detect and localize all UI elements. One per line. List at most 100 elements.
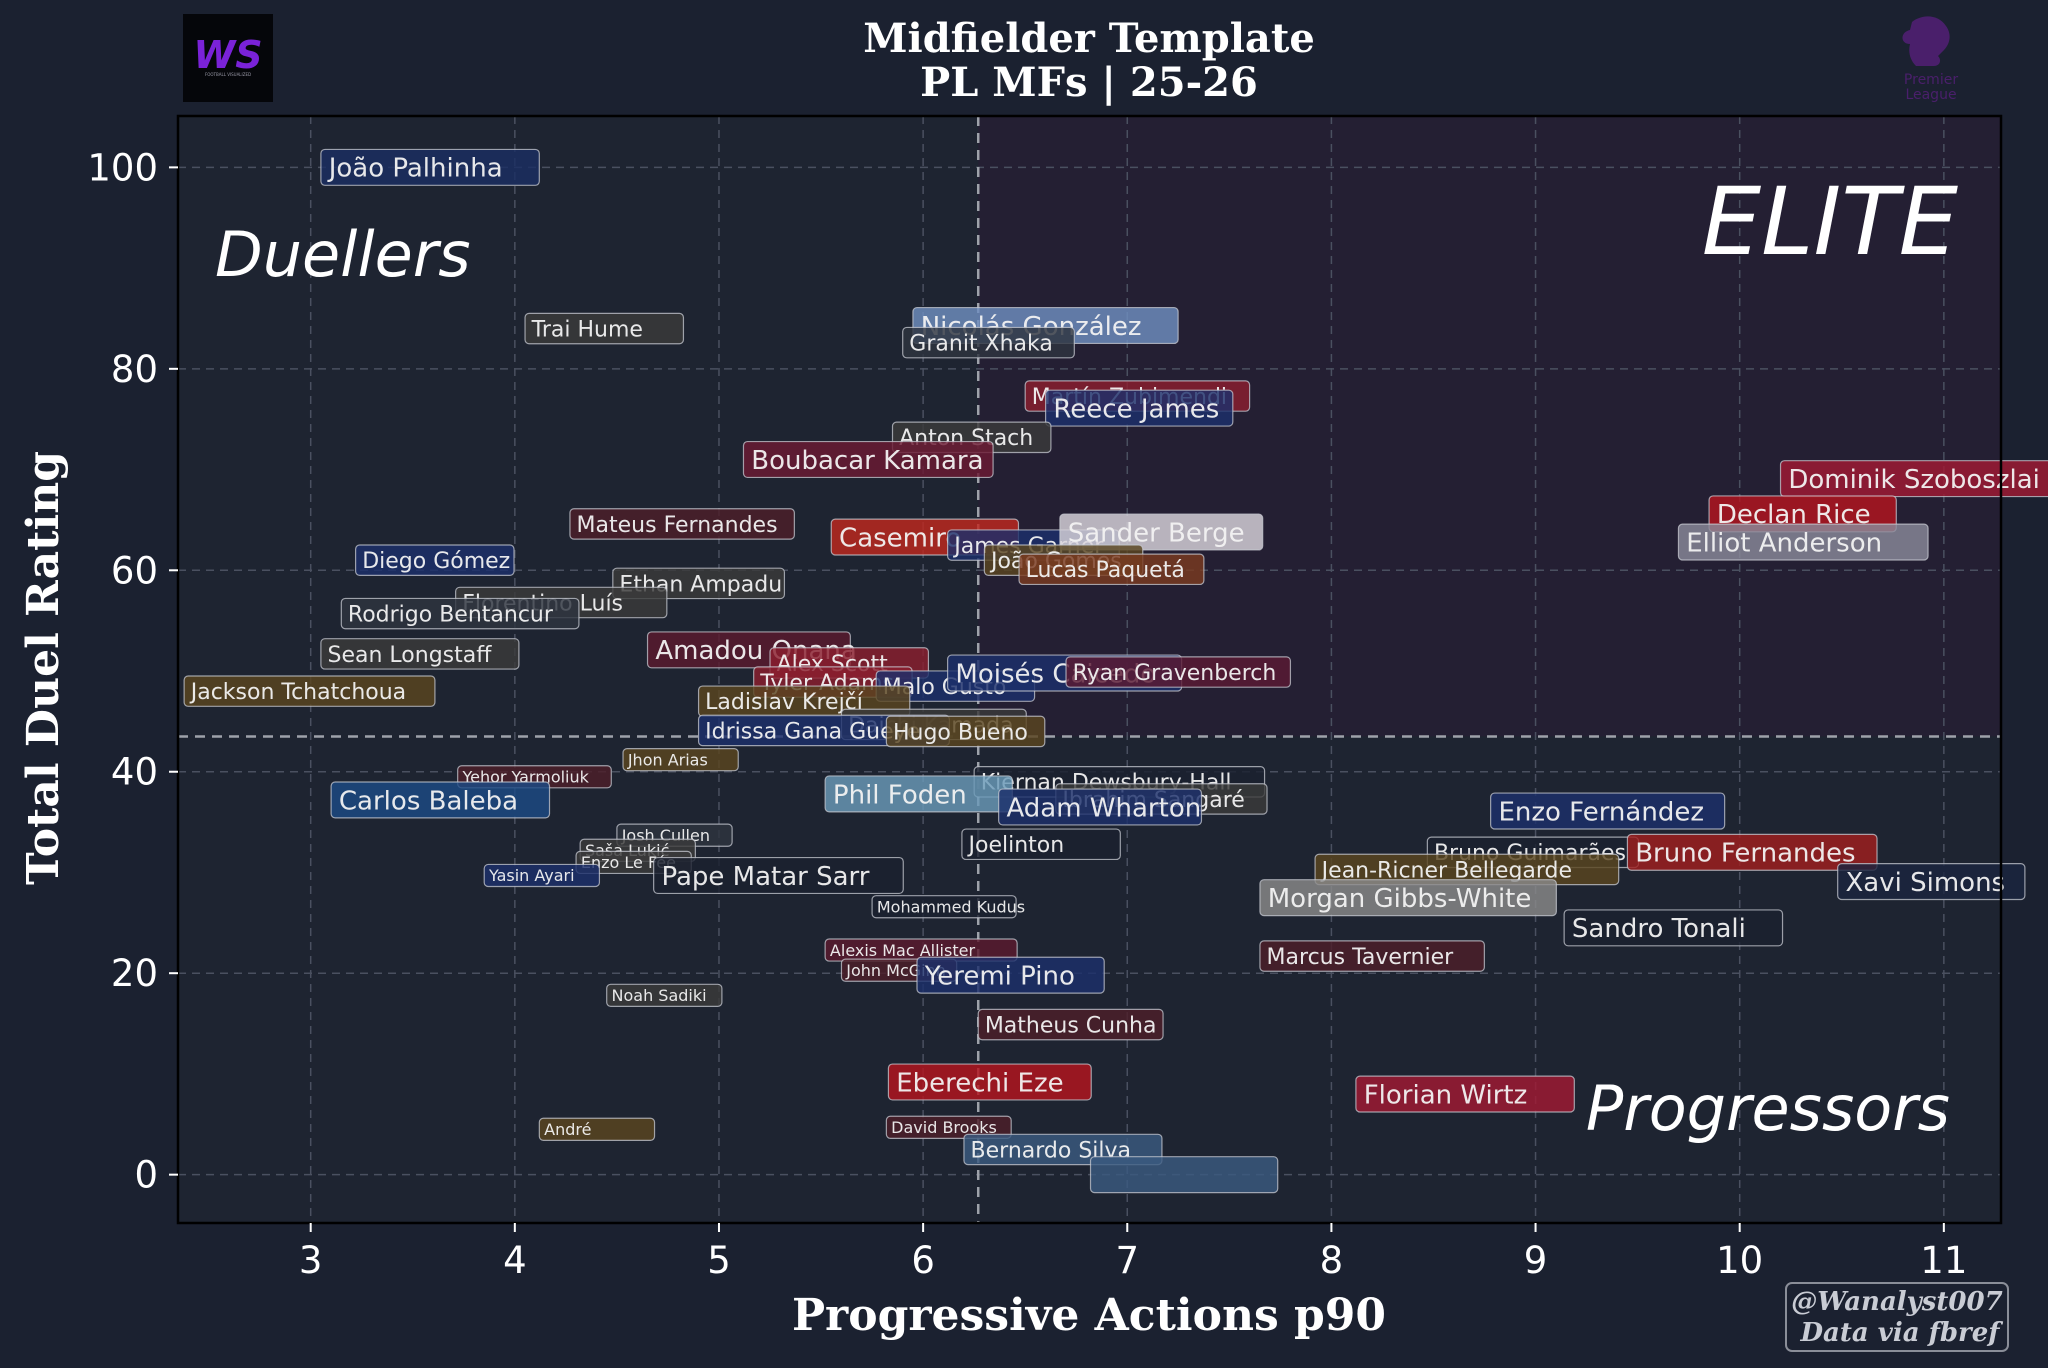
data-point-text: Diego Gómez — [362, 549, 510, 574]
data-point-label: Florian Wirtz — [1355, 1075, 1575, 1113]
data-point-text: Alexis Mac Allister — [830, 941, 976, 960]
data-point-label: Ryan Gravenberch — [1065, 656, 1292, 688]
x-tick-label: 8 — [1320, 1239, 1344, 1282]
data-point-text: Carlos Baleba — [339, 786, 518, 816]
data-point-label: Eberechi Eze — [887, 1063, 1092, 1101]
x-tick-label: 3 — [299, 1239, 323, 1282]
data-point-label: Jhon Arias — [622, 748, 739, 772]
data-point-text: Mohammed Kudus — [877, 897, 1025, 916]
data-point-box — [977, 1008, 1164, 1041]
data-point-text: Ryan Gravenberch — [1073, 661, 1277, 686]
data-point-label: Xavi Simons — [1837, 862, 2026, 901]
x-tick-label: 6 — [911, 1239, 935, 1282]
data-point-box — [1259, 940, 1485, 972]
data-point-box — [871, 895, 1017, 919]
data-point-box — [1779, 460, 2048, 498]
quadrant-label-duellers: Duellers — [215, 218, 471, 291]
x-tick-label: 11 — [1920, 1239, 1967, 1282]
data-point-text: Mateus Fernandes — [577, 513, 778, 538]
data-point-text: Pape Matar Sarr — [661, 862, 869, 892]
data-point-box — [902, 326, 1075, 359]
credit-author: @Wanalyst007 — [1791, 1287, 2002, 1317]
lion-crest-icon — [1902, 16, 1950, 66]
quadrant-label-progressors: Progressors — [1586, 1072, 1950, 1145]
data-point-text: Phil Foden — [833, 780, 967, 810]
x-axis-label: Progressive Actions p90 — [792, 1290, 1386, 1341]
y-tick-label: 60 — [111, 549, 158, 592]
x-tick-label: 9 — [1524, 1239, 1548, 1282]
data-point-label: Yeremi Pino — [916, 956, 1105, 994]
data-point-box — [1259, 879, 1557, 917]
data-point-box — [887, 1063, 1092, 1101]
data-point-text: Yeremi Pino — [924, 962, 1075, 992]
data-point-label: Yasin Ayari — [483, 863, 601, 888]
data-point-label: Adam Wharton — [998, 788, 1203, 826]
y-axis-label: Total Duel Rating — [18, 451, 69, 885]
data-point-label: Granit Xhaka — [902, 326, 1075, 359]
data-point-label: Sean Longstaff — [320, 638, 520, 670]
data-point-text: Sandro Tonali — [1572, 914, 1746, 944]
x-tick-label: 7 — [1115, 1239, 1139, 1282]
data-point-box — [653, 856, 904, 895]
y-tick-label: 20 — [111, 952, 158, 995]
y-tick-label: 80 — [111, 348, 158, 391]
data-point-box — [916, 956, 1105, 994]
chart-subtitle: PL MFs | 25-26 — [920, 59, 1258, 106]
x-tick-label: 10 — [1716, 1239, 1763, 1282]
ws-logo-text: WS — [193, 33, 262, 77]
data-point-label: Sander Berge — [1059, 513, 1264, 551]
data-point-box — [524, 312, 685, 345]
data-point-label: Jackson Tchatchoua — [183, 675, 436, 707]
data-point-label: David Brooks — [885, 1115, 1012, 1139]
data-point-box — [320, 638, 520, 670]
data-point-box — [1059, 513, 1264, 551]
chart-title: Midfielder Template — [863, 15, 1315, 62]
data-point-text: Bruno Fernandes — [1635, 839, 1855, 869]
data-point-label: André — [538, 1117, 656, 1141]
data-point-box — [569, 508, 795, 540]
data-point-label: Carlos Baleba — [330, 781, 551, 819]
data-point-label: Trai Hume — [524, 312, 685, 345]
data-point-box — [885, 1115, 1012, 1139]
data-point-text: Morgan Gibbs-White — [1268, 884, 1532, 914]
credit-box: @Wanalyst007 Data via fbref — [1785, 1282, 2009, 1352]
data-point-box — [355, 544, 515, 576]
data-point-text: Xavi Simons — [1845, 868, 2005, 898]
data-point-text: Jhon Arias — [627, 750, 708, 769]
premier-league-logo: Premier League — [1902, 16, 1958, 103]
data-point-text: Sean Longstaff — [328, 643, 493, 668]
y-tick-label: 0 — [134, 1154, 158, 1197]
ws-logo-box — [183, 14, 273, 102]
data-point-box — [183, 675, 436, 707]
data-point-text: Elliot Anderson — [1686, 528, 1882, 558]
data-point-label: Joelinton — [961, 828, 1121, 861]
data-point-label: Reece James — [1045, 389, 1234, 427]
data-point-text: Matheus Cunha — [985, 1013, 1157, 1038]
pl-logo-line1: Premier — [1904, 72, 1958, 88]
data-point-box — [340, 597, 580, 630]
data-point-box — [1089, 1156, 1279, 1194]
data-point-label: Morgan Gibbs-White — [1259, 879, 1557, 917]
data-point-box — [742, 440, 994, 479]
data-point-box — [606, 983, 723, 1007]
credit-source: Data via fbref — [1800, 1318, 2004, 1348]
data-point-text: Ladislav Krejčí — [705, 690, 864, 715]
data-point-box — [330, 781, 551, 819]
data-point-text: Enzo Le Fée — [581, 853, 676, 872]
data-point-text: Sander Berge — [1068, 518, 1245, 548]
data-point-text: André — [544, 1120, 591, 1139]
data-point-label: Bruno Fernandes — [1626, 833, 1878, 871]
data-point-label: Boubacar Kamara — [742, 440, 994, 479]
data-point-box — [1065, 656, 1292, 688]
data-point-label: Marcus Tavernier — [1259, 940, 1485, 972]
data-point-label: Mohammed Kudus — [871, 895, 1025, 919]
data-point-text: João Palhinha — [327, 154, 503, 184]
data-point-text: Florian Wirtz — [1364, 1080, 1528, 1110]
data-point-text: Joelinton — [967, 833, 1065, 858]
data-point-box — [483, 863, 601, 888]
quadrant-label-elite: ELITE — [1702, 168, 1959, 277]
data-point-box — [1837, 862, 2026, 901]
data-point-text: Hugo Bueno — [893, 720, 1028, 745]
